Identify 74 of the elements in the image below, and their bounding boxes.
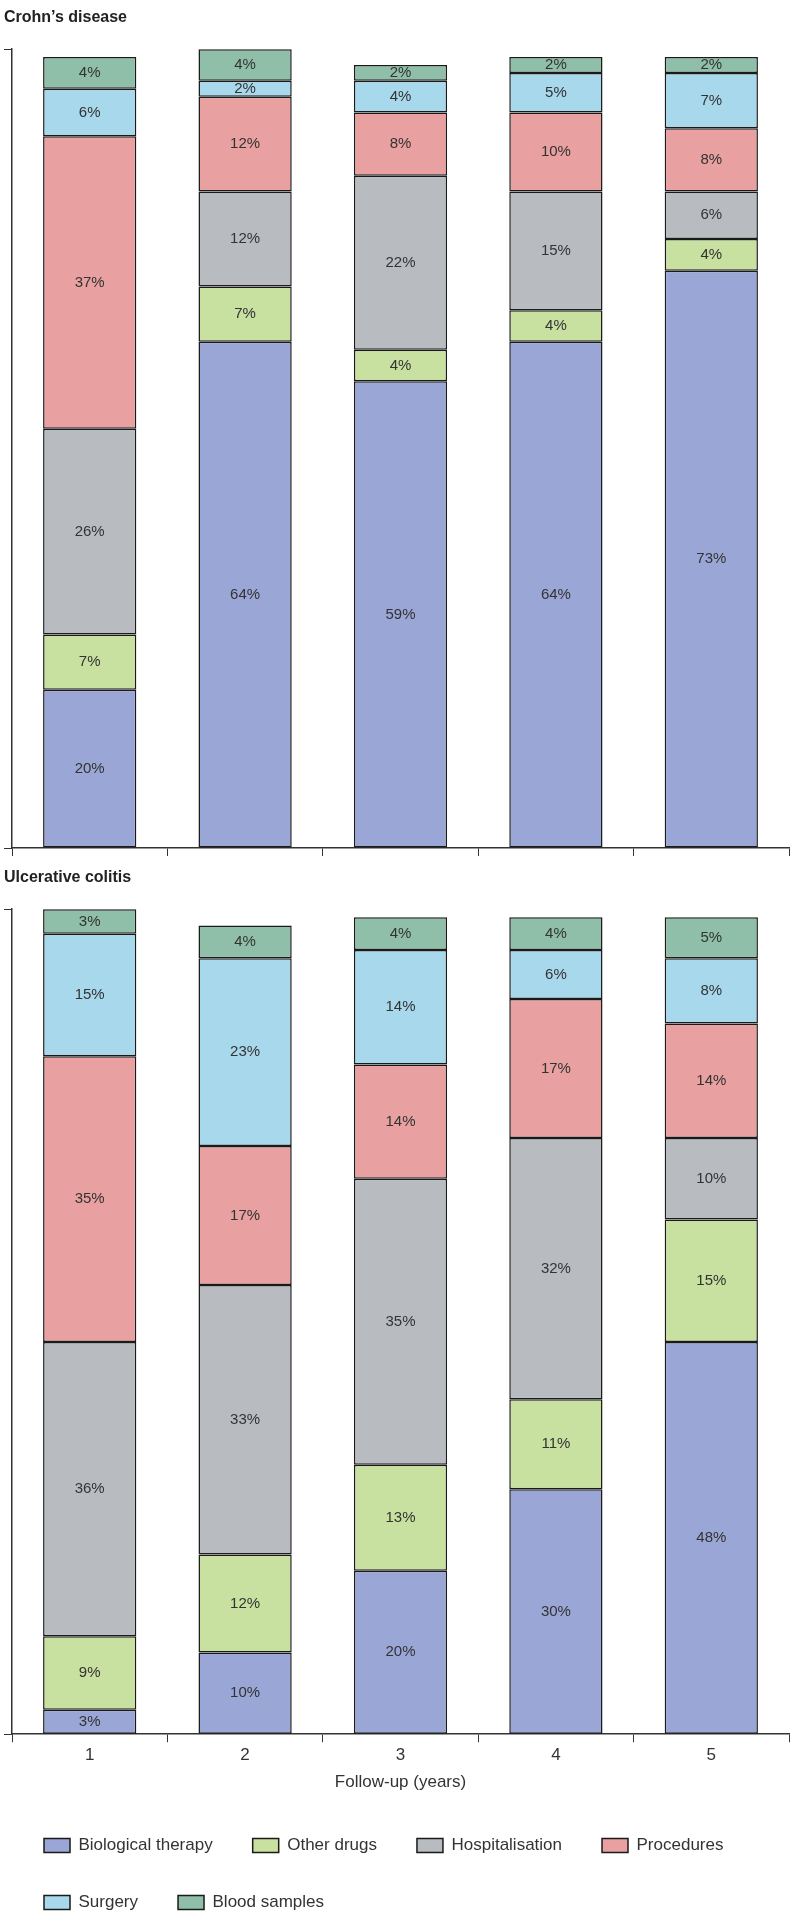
data-label: 6% <box>700 205 723 223</box>
data-label: 20% <box>74 758 105 776</box>
data-label: 35% <box>385 1311 416 1329</box>
data-label: 14% <box>696 1070 727 1088</box>
x-tick-label: 5 <box>706 1745 717 1765</box>
data-label: 2% <box>545 55 567 73</box>
data-label: 8% <box>700 150 723 168</box>
data-label: 15% <box>74 985 105 1003</box>
data-label: 10% <box>540 142 571 160</box>
x-axis-title: Follow-up (years) <box>334 1772 467 1792</box>
data-label: 64% <box>230 584 261 602</box>
x-tick-label: 4 <box>551 1745 561 1765</box>
data-label: 12% <box>230 134 261 152</box>
data-label: 3% <box>78 1711 101 1729</box>
data-label: 20% <box>385 1642 416 1660</box>
legend-label: Hospitalisation <box>451 1835 563 1855</box>
data-label: 12% <box>230 229 261 247</box>
data-label: 7% <box>78 652 101 670</box>
data-label: 48% <box>696 1528 727 1546</box>
data-label: 14% <box>385 997 416 1015</box>
data-label: 14% <box>385 1111 416 1129</box>
legend-label: Biological therapy <box>78 1835 214 1855</box>
data-label: 9% <box>78 1663 101 1681</box>
data-label: 13% <box>385 1507 416 1525</box>
data-label: 11% <box>541 1434 571 1452</box>
data-label: 4% <box>545 923 567 941</box>
data-label: 36% <box>74 1479 105 1497</box>
data-label: 73% <box>696 549 727 567</box>
data-label: 26% <box>74 521 105 539</box>
data-label: 3% <box>78 911 101 929</box>
data-label: 4% <box>389 923 412 941</box>
x-tick-label: 3 <box>395 1745 406 1765</box>
data-label: 2% <box>234 78 256 96</box>
data-label: 8% <box>389 134 412 152</box>
data-label: 6% <box>78 102 101 120</box>
data-label: 5% <box>700 927 723 945</box>
data-label: 59% <box>385 604 416 622</box>
legend-label: Procedures <box>636 1835 724 1855</box>
data-label: 22% <box>385 252 416 270</box>
data-label: 23% <box>230 1042 261 1060</box>
data-label: 4% <box>545 316 567 334</box>
legend-label: Other drugs <box>287 1835 377 1855</box>
data-label: 4% <box>389 86 412 104</box>
data-label: 35% <box>74 1189 105 1207</box>
legend-label: Blood samples <box>212 1892 325 1912</box>
chart-title: Ulcerative colitis <box>4 868 132 886</box>
data-label: 2% <box>700 55 723 73</box>
x-tick-label: 2 <box>240 1745 250 1765</box>
data-label: 15% <box>540 241 571 259</box>
data-label: 4% <box>234 932 256 950</box>
data-label: 15% <box>696 1271 727 1288</box>
data-label: 5% <box>545 82 567 100</box>
data-label: 7% <box>234 304 256 322</box>
data-label: 12% <box>230 1593 261 1611</box>
data-label: 37% <box>74 272 105 290</box>
data-label: 2% <box>389 63 412 81</box>
data-label: 10% <box>696 1168 727 1186</box>
data-label: 7% <box>700 90 723 108</box>
data-label: 30% <box>540 1601 571 1619</box>
data-label: 10% <box>230 1683 261 1701</box>
data-label: 33% <box>230 1409 261 1427</box>
data-label: 6% <box>545 964 567 982</box>
data-label: 4% <box>700 244 723 262</box>
data-label: 4% <box>389 355 412 373</box>
chart-title: Crohn’s disease <box>4 8 128 26</box>
data-label: 4% <box>78 63 101 81</box>
data-label: 17% <box>540 1058 571 1076</box>
data-label: 64% <box>540 584 571 602</box>
data-label: 32% <box>540 1258 571 1276</box>
legend-label: Surgery <box>78 1892 139 1912</box>
x-tick-label: 1 <box>84 1745 95 1765</box>
data-label: 8% <box>700 981 723 999</box>
data-label: 17% <box>230 1205 261 1223</box>
data-label: 4% <box>234 55 256 73</box>
